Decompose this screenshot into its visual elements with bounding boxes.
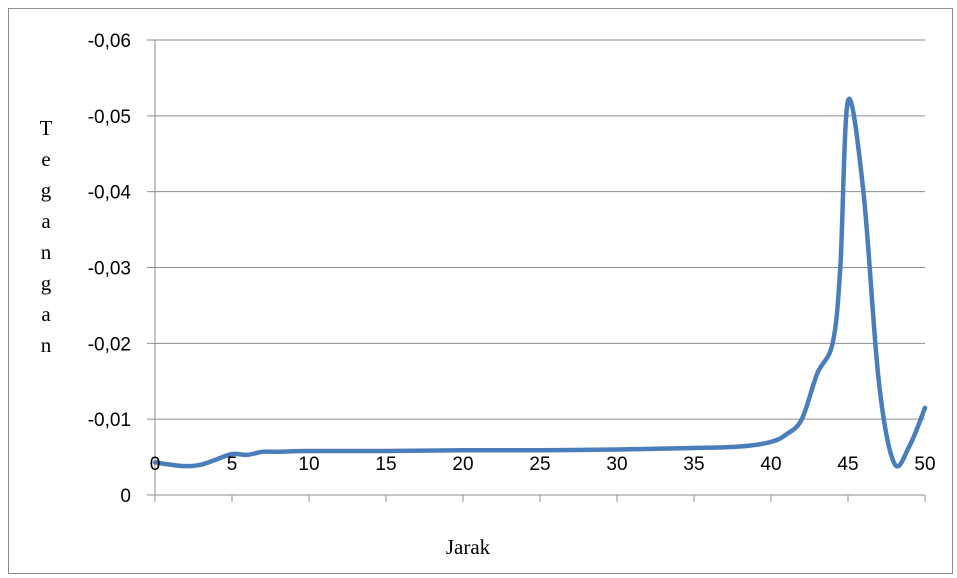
x-tick-label: 30 [606, 454, 627, 475]
y-axis-title-char: g [41, 178, 52, 202]
y-axis-title-char: n [41, 240, 52, 264]
x-tick-label: 45 [837, 454, 858, 475]
y-tick-label: 0 [120, 486, 131, 507]
y-tick-labels: 0 -0,01 -0,02 -0,03 -0,04 -0,05 -0,06 [88, 31, 132, 507]
y-axis-title-char: e [41, 147, 50, 171]
x-tick-label: 25 [529, 454, 550, 475]
series-line [152, 96, 928, 469]
series-layer [152, 96, 928, 469]
x-tick-label: 0 [150, 454, 161, 475]
x-tick-labels: 0 5 10 15 20 25 30 35 40 45 50 [150, 454, 936, 475]
y-axis-title-char: a [41, 209, 51, 233]
y-tick-label: -0,01 [88, 410, 131, 431]
x-tick-label: 50 [914, 454, 935, 475]
axes [147, 39, 926, 502]
x-tick-label: 35 [683, 454, 704, 475]
x-axis-title: Jarak [446, 535, 491, 559]
y-tick-label: -0,02 [88, 334, 131, 355]
y-tick-label: -0,06 [88, 31, 131, 52]
x-tick-label: 40 [760, 454, 781, 475]
y-axis-title-char: T [40, 116, 53, 140]
x-tick-label: 10 [298, 454, 319, 475]
y-axis-title-char: a [41, 302, 51, 326]
y-tick-label: -0,03 [88, 259, 131, 280]
y-axis-title-char: n [41, 333, 52, 357]
y-tick-label: -0,04 [88, 183, 132, 204]
y-axis-title-char: g [41, 271, 52, 295]
x-tick-label: 5 [227, 454, 238, 475]
x-tick-label: 15 [375, 454, 396, 475]
chart-frame [8, 8, 953, 574]
x-tick-label: 20 [452, 454, 473, 475]
y-tick-label: -0,05 [88, 107, 131, 128]
gridlines [155, 39, 925, 420]
